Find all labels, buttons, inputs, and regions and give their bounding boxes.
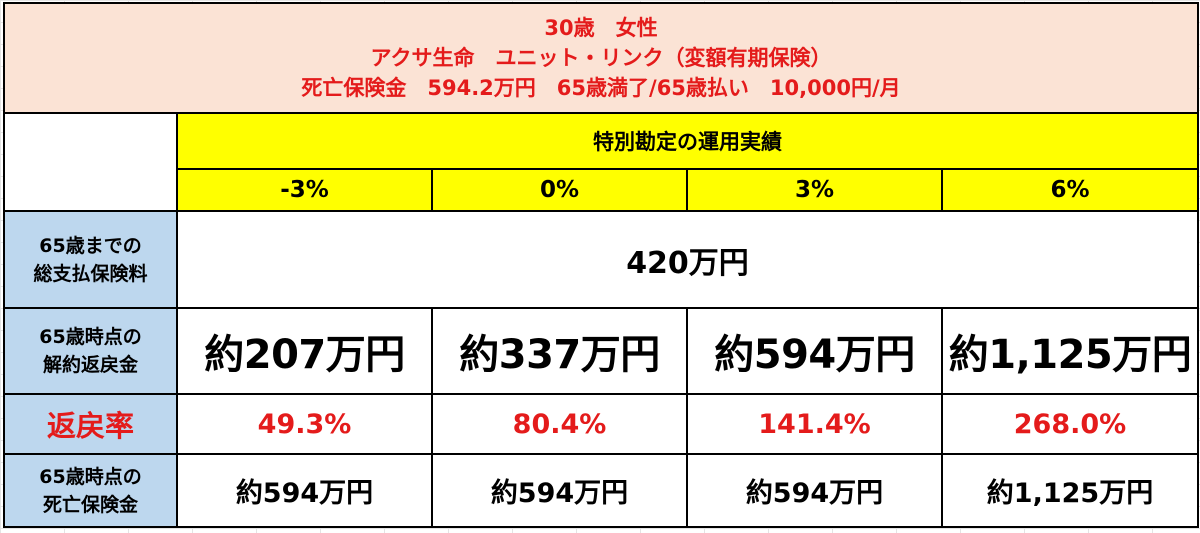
death-value: 約594万円 xyxy=(686,453,943,528)
surrender-value: 約594万円 xyxy=(686,307,943,395)
scenario-header: -3% xyxy=(176,168,433,212)
rate-value: 49.3% xyxy=(176,393,433,455)
header-line-2: アクサ生命 ユニット・リンク（変額有期保険） xyxy=(370,46,832,70)
death-value: 約594万円 xyxy=(431,453,688,528)
surrender-value: 約337万円 xyxy=(431,307,688,395)
scenario-header: 6% xyxy=(941,168,1199,212)
scenario-header: 0% xyxy=(431,168,688,212)
row-label-line: 65歳時点の xyxy=(39,326,142,348)
death-value: 約594万円 xyxy=(176,453,433,528)
row-label-rate: 返戻率 xyxy=(3,393,178,455)
row-label-line: 解約返戻金 xyxy=(42,354,138,376)
row-label-line: 総支払保険料 xyxy=(33,262,148,285)
rate-value: 141.4% xyxy=(686,393,943,455)
corner-cell xyxy=(3,112,178,212)
rate-value: 268.0% xyxy=(941,393,1199,455)
section-title: 特別勘定の運用実績 xyxy=(176,112,1199,170)
row-label-death: 65歳時点の 死亡保険金 xyxy=(3,453,178,528)
header-line-1: 30歳 女性 xyxy=(544,16,658,40)
scenario-header: 3% xyxy=(686,168,943,212)
row-label-surrender: 65歳時点の 解約返戻金 xyxy=(3,307,178,395)
table-header: 30歳 女性 アクサ生命 ユニット・リンク（変額有期保険） 死亡保険金 594.… xyxy=(3,2,1199,114)
insurance-table: 30歳 女性 アクサ生命 ユニット・リンク（変額有期保険） 死亡保険金 594.… xyxy=(3,2,1199,528)
rate-value: 80.4% xyxy=(431,393,688,455)
row-label-line: 65歳時点の xyxy=(39,465,142,488)
premium-value: 420万円 xyxy=(176,210,1199,309)
header-line-3: 死亡保険金 594.2万円 65歳満了/65歳払い 10,000円/月 xyxy=(301,76,901,100)
row-label-line: 65歳までの xyxy=(39,234,142,257)
death-value: 約1,125万円 xyxy=(941,453,1199,528)
row-label-line: 死亡保険金 xyxy=(42,493,138,516)
row-label-premium: 65歳までの 総支払保険料 xyxy=(3,210,178,309)
surrender-value: 約207万円 xyxy=(176,307,433,395)
surrender-value: 約1,125万円 xyxy=(941,307,1199,395)
